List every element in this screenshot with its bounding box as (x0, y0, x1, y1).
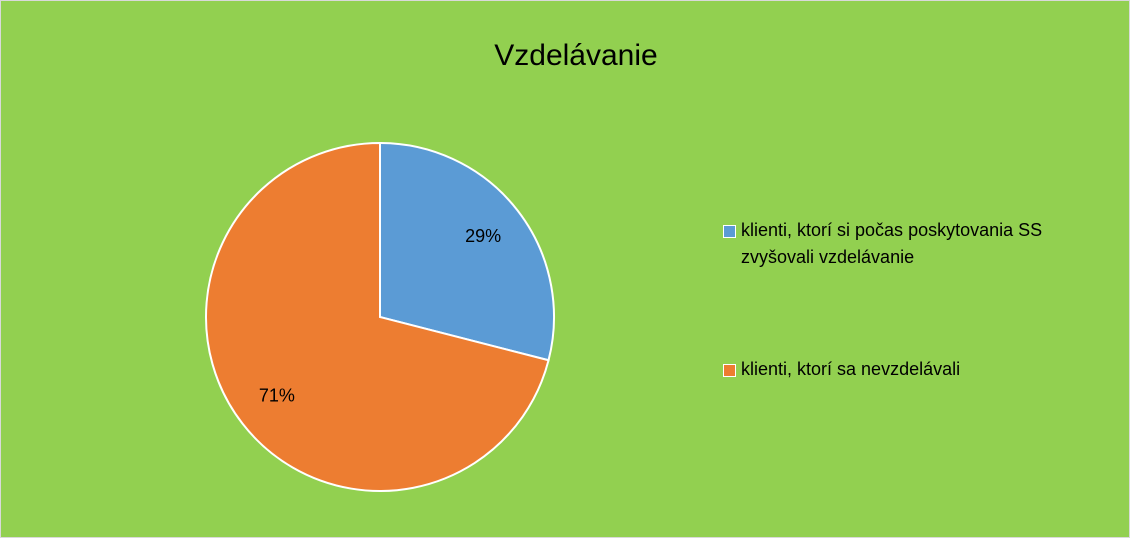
chart-title: Vzdelávanie (494, 39, 657, 72)
pie-slice (379, 141, 555, 362)
legend-label: klienti, ktorí si počas poskytovania SS … (741, 220, 1043, 267)
legend-label: klienti, ktorí sa nevzdelávali (741, 359, 961, 379)
legend-item: klienti, ktorí sa nevzdelávali (723, 356, 1113, 383)
legend-item: klienti, ktorí si počas poskytovania SS … (723, 217, 1113, 271)
legend-swatch (723, 364, 736, 377)
data-label: 29% (465, 226, 501, 246)
legend-swatch (723, 225, 736, 238)
data-label: 71% (259, 386, 295, 406)
pie-slice (205, 141, 550, 492)
